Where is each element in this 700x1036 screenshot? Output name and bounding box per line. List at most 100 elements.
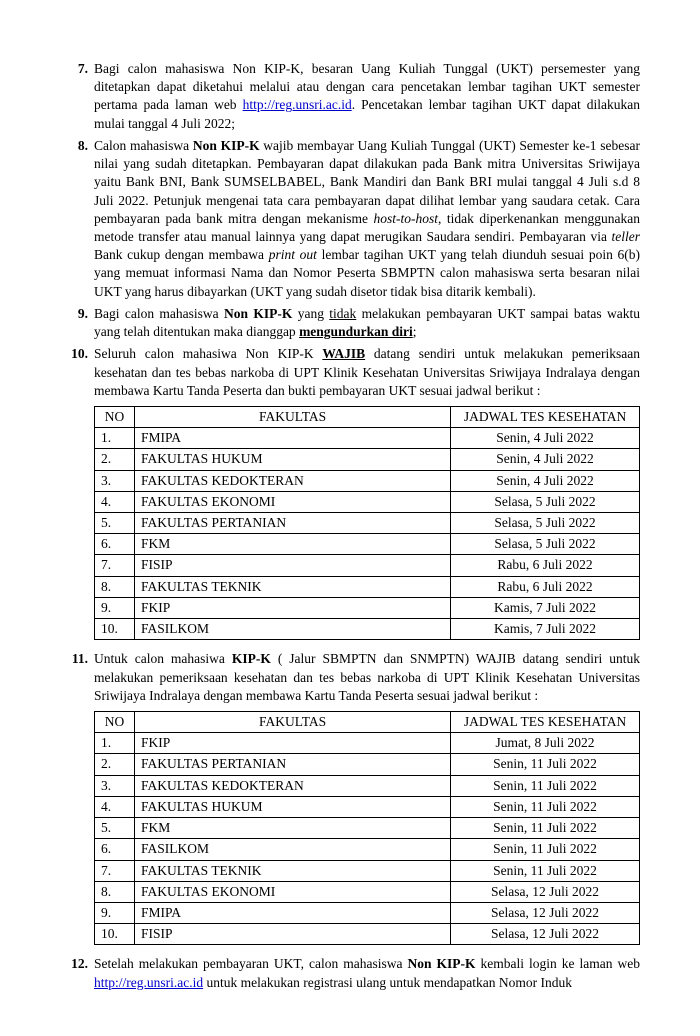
cell-fakultas: FISIP [135, 924, 451, 945]
col-jadwal: JADWAL TES KESEHATAN [451, 406, 640, 427]
item-number: 7. [60, 60, 88, 78]
list-item-7: 7. Bagi calon mahasiswa Non KIP-K, besar… [60, 60, 640, 133]
cell-jadwal: Jumat, 8 Juli 2022 [451, 733, 640, 754]
cell-fakultas: FASILKOM [135, 619, 451, 640]
cell-jadwal: Senin, 11 Juli 2022 [451, 818, 640, 839]
table-header-row: NO FAKULTAS JADWAL TES KESEHATAN [95, 712, 640, 733]
table1-body: 1.FMIPASenin, 4 Juli 20222.FAKULTAS HUKU… [95, 428, 640, 640]
cell-no: 2. [95, 754, 135, 775]
cell-jadwal: Selasa, 5 Juli 2022 [451, 491, 640, 512]
cell-no: 10. [95, 924, 135, 945]
italic-text: print out [269, 247, 317, 262]
cell-jadwal: Senin, 4 Juli 2022 [451, 428, 640, 449]
text: Bagi calon mahasiswa [94, 306, 224, 321]
item-number: 8. [60, 137, 88, 155]
table-row: 8.FAKULTAS EKONOMISelasa, 12 Juli 2022 [95, 881, 640, 902]
table-header-row: NO FAKULTAS JADWAL TES KESEHATAN [95, 406, 640, 427]
cell-fakultas: FISIP [135, 555, 451, 576]
cell-fakultas: FAKULTAS EKONOMI [135, 881, 451, 902]
col-fakultas: FAKULTAS [135, 406, 451, 427]
bold-text: Non KIP-K [408, 956, 476, 971]
table-row: 9.FMIPASelasa, 12 Juli 2022 [95, 902, 640, 923]
cell-no: 10. [95, 619, 135, 640]
col-jadwal: JADWAL TES KESEHATAN [451, 712, 640, 733]
bold-text: Non KIP-K [193, 138, 260, 153]
text: yang [292, 306, 329, 321]
item-number: 12. [60, 955, 88, 973]
italic-text: teller [612, 229, 641, 244]
cell-fakultas: FMIPA [135, 902, 451, 923]
cell-fakultas: FAKULTAS TEKNIK [135, 576, 451, 597]
table-row: 2.FAKULTAS PERTANIANSenin, 11 Juli 2022 [95, 754, 640, 775]
italic-text: host-to-host [374, 211, 439, 226]
reg-link[interactable]: http://reg.unsri.ac.id [94, 975, 203, 990]
cell-fakultas: FKM [135, 534, 451, 555]
cell-jadwal: Senin, 11 Juli 2022 [451, 839, 640, 860]
numbered-list: 7. Bagi calon mahasiswa Non KIP-K, besar… [60, 60, 640, 992]
text: kembali login ke laman web [476, 956, 640, 971]
cell-jadwal: Selasa, 12 Juli 2022 [451, 924, 640, 945]
cell-fakultas: FAKULTAS KEDOKTERAN [135, 775, 451, 796]
list-item-10: 10. Seluruh calon mahasiwa Non KIP-K WAJ… [60, 345, 640, 640]
table-row: 10.FASILKOMKamis, 7 Juli 2022 [95, 619, 640, 640]
table-row: 1.FMIPASenin, 4 Juli 2022 [95, 428, 640, 449]
reg-link[interactable]: http://reg.unsri.ac.id [243, 97, 352, 112]
table-row: 10.FISIPSelasa, 12 Juli 2022 [95, 924, 640, 945]
table2-body: 1.FKIPJumat, 8 Juli 20222.FAKULTAS PERTA… [95, 733, 640, 945]
table-row: 3.FAKULTAS KEDOKTERANSenin, 4 Juli 2022 [95, 470, 640, 491]
col-no: NO [95, 712, 135, 733]
text: Seluruh calon mahasiwa Non KIP-K [94, 346, 322, 361]
text: Calon mahasiswa [94, 138, 193, 153]
list-item-9: 9. Bagi calon mahasiswa Non KIP-K yang t… [60, 305, 640, 341]
cell-no: 8. [95, 576, 135, 597]
list-item-8: 8. Calon mahasiswa Non KIP-K wajib memba… [60, 137, 640, 301]
bold-underline-text: mengundurkan diri [299, 324, 413, 339]
cell-jadwal: Senin, 11 Juli 2022 [451, 860, 640, 881]
text: Setelah melakukan pembayaran UKT, calon … [94, 956, 408, 971]
cell-no: 4. [95, 796, 135, 817]
list-item-11: 11. Untuk calon mahasiwa KIP-K ( Jalur S… [60, 650, 640, 945]
cell-no: 1. [95, 733, 135, 754]
cell-no: 3. [95, 470, 135, 491]
cell-fakultas: FAKULTAS HUKUM [135, 796, 451, 817]
list-item-12: 12. Setelah melakukan pembayaran UKT, ca… [60, 955, 640, 991]
cell-no: 2. [95, 449, 135, 470]
table-row: 7.FAKULTAS TEKNIKSenin, 11 Juli 2022 [95, 860, 640, 881]
cell-no: 6. [95, 534, 135, 555]
cell-jadwal: Senin, 11 Juli 2022 [451, 796, 640, 817]
cell-jadwal: Senin, 4 Juli 2022 [451, 449, 640, 470]
cell-fakultas: FAKULTAS HUKUM [135, 449, 451, 470]
table-row: 9.FKIPKamis, 7 Juli 2022 [95, 597, 640, 618]
cell-no: 9. [95, 902, 135, 923]
cell-jadwal: Senin, 11 Juli 2022 [451, 775, 640, 796]
item-number: 11. [60, 650, 88, 668]
cell-no: 1. [95, 428, 135, 449]
cell-no: 8. [95, 881, 135, 902]
schedule-table-kipk: NO FAKULTAS JADWAL TES KESEHATAN 1.FKIPJ… [94, 711, 640, 945]
text: Bank cukup dengan membawa [94, 247, 269, 262]
bold-text: Non KIP-K [224, 306, 292, 321]
col-fakultas: FAKULTAS [135, 712, 451, 733]
cell-fakultas: FASILKOM [135, 839, 451, 860]
text: Untuk calon mahasiwa [94, 651, 232, 666]
cell-fakultas: FKM [135, 818, 451, 839]
col-no: NO [95, 406, 135, 427]
table-row: 6.FASILKOMSenin, 11 Juli 2022 [95, 839, 640, 860]
cell-fakultas: FAKULTAS EKONOMI [135, 491, 451, 512]
cell-no: 7. [95, 555, 135, 576]
cell-jadwal: Kamis, 7 Juli 2022 [451, 597, 640, 618]
cell-jadwal: Senin, 4 Juli 2022 [451, 470, 640, 491]
cell-no: 9. [95, 597, 135, 618]
table-row: 5.FAKULTAS PERTANIANSelasa, 5 Juli 2022 [95, 513, 640, 534]
schedule-table-nonkipk: NO FAKULTAS JADWAL TES KESEHATAN 1.FMIPA… [94, 406, 640, 640]
cell-no: 5. [95, 513, 135, 534]
table-row: 5.FKMSenin, 11 Juli 2022 [95, 818, 640, 839]
cell-no: 6. [95, 839, 135, 860]
table-row: 3.FAKULTAS KEDOKTERANSenin, 11 Juli 2022 [95, 775, 640, 796]
cell-jadwal: Selasa, 12 Juli 2022 [451, 902, 640, 923]
text: untuk melakukan registrasi ulang untuk m… [203, 975, 572, 990]
table-row: 8.FAKULTAS TEKNIKRabu, 6 Juli 2022 [95, 576, 640, 597]
table-row: 2.FAKULTAS HUKUMSenin, 4 Juli 2022 [95, 449, 640, 470]
cell-fakultas: FAKULTAS PERTANIAN [135, 754, 451, 775]
cell-jadwal: Senin, 11 Juli 2022 [451, 754, 640, 775]
